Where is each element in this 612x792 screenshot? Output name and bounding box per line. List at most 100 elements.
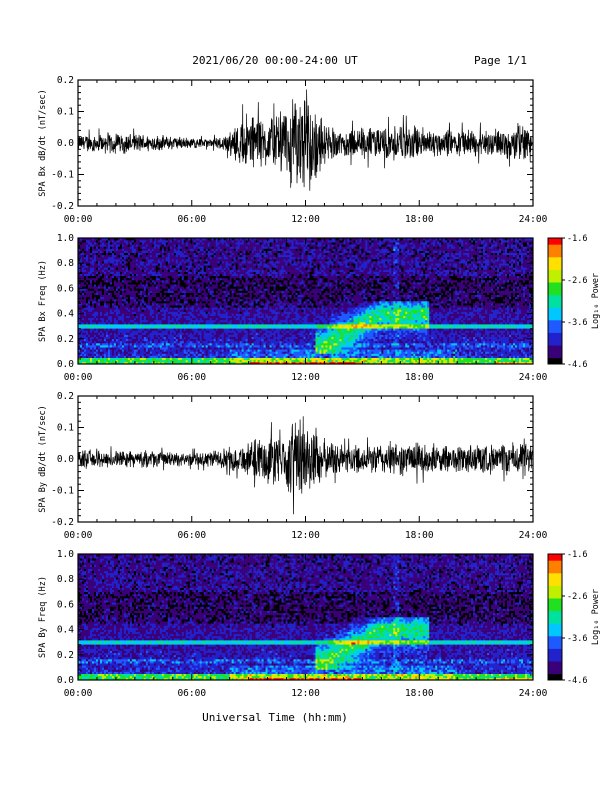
spectrogram-cell (194, 255, 196, 257)
spectrogram-cell (212, 255, 214, 257)
spectrogram-cell (122, 337, 124, 339)
spectrogram-cell (116, 339, 118, 341)
spectrogram-cell (138, 299, 140, 301)
spectrogram-cell (120, 330, 122, 332)
spectrogram-cell (188, 303, 190, 305)
spectrogram-cell (214, 309, 216, 311)
spectrogram-cell (88, 297, 90, 299)
spectrogram-cell (136, 263, 138, 265)
spectrogram-cell (90, 335, 92, 337)
spectrogram-cell (180, 312, 182, 314)
spectrogram-cell (88, 280, 90, 282)
spectrogram-cell (152, 356, 154, 358)
spectrogram-cell (200, 267, 202, 269)
spectrogram-cell (208, 297, 210, 299)
spectrogram-cell (182, 295, 184, 297)
spectrogram-cell (188, 356, 190, 358)
spectrogram-cell (190, 322, 192, 324)
spectrogram-cell (98, 244, 100, 246)
spectrogram-cell (180, 330, 182, 332)
spectrogram-cell (170, 318, 172, 320)
spectrogram-cell (88, 257, 90, 259)
spectrogram-cell (172, 314, 174, 316)
spectrogram-cell (176, 320, 178, 322)
spectrogram-cell (84, 356, 86, 358)
spectrogram-cell (104, 345, 106, 347)
spectrogram-cell (214, 347, 216, 349)
spectrogram-cell (184, 263, 186, 265)
spectrogram-cell (216, 337, 218, 339)
spectrogram-cell (186, 307, 188, 309)
spectrogram-cell (104, 330, 106, 332)
spectrogram-cell (214, 291, 216, 293)
spectrogram-cell (134, 343, 136, 345)
spectrogram-cell (218, 356, 220, 358)
spectrogram-cell (216, 299, 218, 301)
spectrogram-cell (172, 251, 174, 253)
spectrogram-cell (126, 265, 128, 267)
spectrogram-cell (134, 303, 136, 305)
spectrogram-cell (184, 351, 186, 353)
spectrogram-cell (82, 282, 84, 284)
spectrogram-cell (190, 305, 192, 307)
spectrogram-cell (218, 246, 220, 248)
spectrogram-cell (108, 274, 110, 276)
spectrogram-cell (214, 249, 216, 251)
spectrogram-cell (112, 343, 114, 345)
spectrogram-cell (176, 255, 178, 257)
spectrogram-cell (160, 291, 162, 293)
spectrogram-cell (196, 320, 198, 322)
spectrogram-cell (110, 303, 112, 305)
spectrogram-cell (192, 272, 194, 274)
spectrogram-cell (172, 267, 174, 269)
spectrogram-cell (230, 261, 232, 263)
spectrogram-cell (88, 309, 90, 311)
spectrogram-cell (162, 333, 164, 335)
spectrogram-cell (238, 328, 240, 330)
spectrogram-cell (178, 280, 180, 282)
spectrogram-cell (132, 345, 134, 347)
spectrogram-cell (122, 324, 124, 326)
spectrogram-cell (112, 284, 114, 286)
spectrogram-cell (134, 265, 136, 267)
spectrogram-cell (130, 288, 132, 290)
spectrogram-cell (104, 333, 106, 335)
spectrogram-cell (144, 324, 146, 326)
spectrogram-cell (82, 240, 84, 242)
spectrogram-cell (198, 270, 200, 272)
spectrogram-cell (124, 274, 126, 276)
spectrogram-cell (226, 351, 228, 353)
spectrogram-cell (234, 276, 236, 278)
spectrogram-cell (238, 356, 240, 358)
spectrogram-cell (86, 330, 88, 332)
spectrogram-cell (180, 345, 182, 347)
spectrogram-cell (218, 240, 220, 242)
spectrogram-cell (84, 270, 86, 272)
spectrogram-cell (174, 307, 176, 309)
spectrogram-cell (156, 291, 158, 293)
spectrogram-cell (176, 303, 178, 305)
spectrogram-cell (194, 335, 196, 337)
spectrogram-cell (170, 303, 172, 305)
spectrogram-cell (226, 335, 228, 337)
spectrogram-cell (94, 305, 96, 307)
spectrogram-cell (122, 244, 124, 246)
spectrogram-cell (102, 270, 104, 272)
spectrogram-cell (90, 349, 92, 351)
spectrogram-cell (206, 312, 208, 314)
spectrogram-cell (190, 295, 192, 297)
spectrogram-cell (184, 335, 186, 337)
spectrogram-cell (188, 272, 190, 274)
spectrogram-cell (168, 276, 170, 278)
spectrogram-cell (214, 293, 216, 295)
spectrogram-cell (190, 246, 192, 248)
spectrogram-cell (138, 314, 140, 316)
spectrogram-cell (86, 297, 88, 299)
spectrogram-cell (120, 295, 122, 297)
spectrogram-cell (166, 335, 168, 337)
spectrogram-cell (98, 274, 100, 276)
spectrogram-cell (144, 303, 146, 305)
spectrogram-cell (152, 341, 154, 343)
spectrogram-cell (114, 280, 116, 282)
spectrogram-cell (122, 343, 124, 345)
